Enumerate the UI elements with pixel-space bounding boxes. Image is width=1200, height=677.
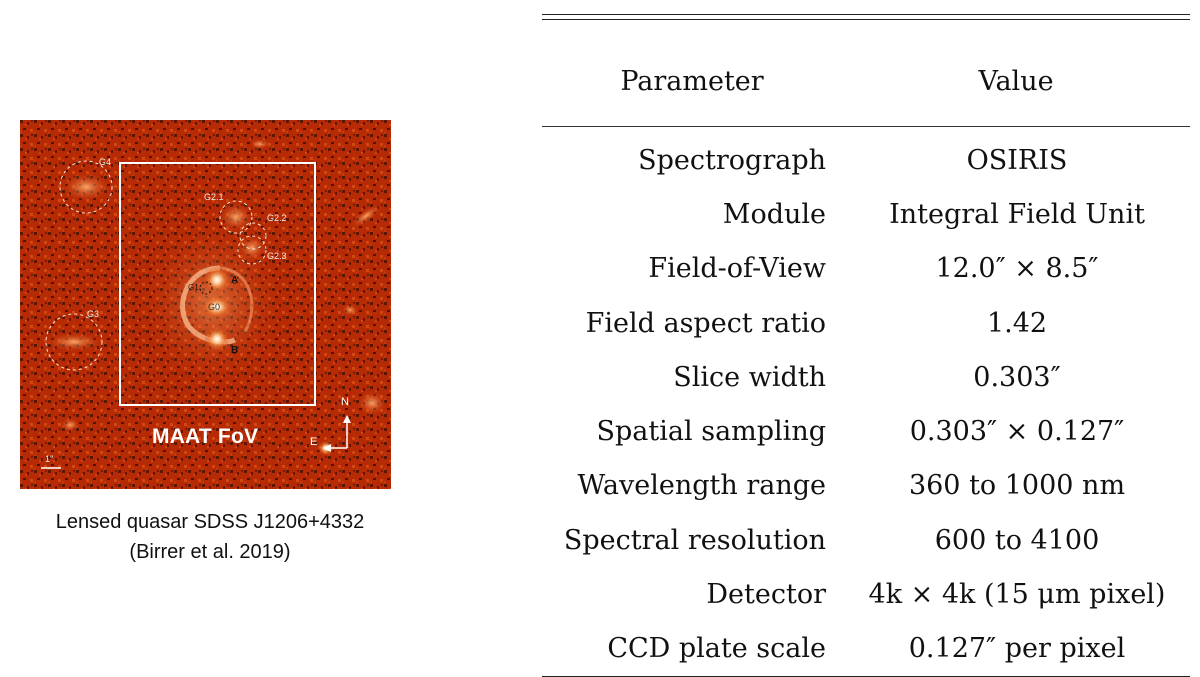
figure-caption: Lensed quasar SDSS J1206+4332 (Birrer et… [0,507,420,567]
maat-fov-label: MAAT FoV [152,425,259,448]
label-a: A [231,275,239,286]
row-parameter: Spatial sampling [596,416,826,448]
row-value: 600 to 4100 [934,524,1100,556]
compass-north-label: N [341,396,349,408]
caption-line-1: Lensed quasar SDSS J1206+4332 [55,511,365,533]
table-header-rule [542,126,1190,127]
lensed-quasar-figure: G4 G2.1 G2.2 G2.3 G1 A G0 G3 B MAAT FoV … [0,0,400,667]
compass-east-label: E [310,436,318,448]
table-row: Spectral resolution 600 to 4100 [542,513,1190,567]
table-top-rule-2 [542,19,1190,20]
label-g1: G1 [188,283,199,292]
row-value: 12.0″ × 8.5″ [935,253,1099,285]
parameter-table: Parameter Value [542,20,1190,126]
row-parameter: Field aspect ratio [585,307,826,339]
table-row: Spatial sampling 0.303″ × 0.127″ [542,404,1190,458]
row-parameter: Slice width [673,361,826,393]
table-row: Field aspect ratio 1.42 [542,296,1190,350]
label-g2-1: G2.1 [204,192,224,202]
row-value: 0.303″ × 0.127″ [909,416,1125,448]
row-parameter: CCD plate scale [607,633,826,665]
row-value: 0.127″ per pixel [908,633,1126,665]
row-value: 360 to 1000 nm [908,470,1126,502]
quasar-image: G4 G2.1 G2.2 G2.3 G1 A G0 G3 B MAAT FoV … [20,120,391,489]
table-row: Wavelength range 360 to 1000 nm [542,459,1190,513]
row-value: 1.42 [986,307,1048,339]
quasar-image-svg [20,120,391,489]
header-parameter: Parameter [620,65,764,97]
row-value: OSIRIS [966,144,1068,176]
label-b: B [231,345,239,356]
parameter-table-body: Spectrograph OSIRIS Module Integral Fiel… [542,127,1190,676]
row-parameter: Detector [706,579,826,611]
table-row: Slice width 0.303″ [542,350,1190,404]
row-parameter: Spectrograph [638,144,826,176]
row-parameter: Wavelength range [577,470,827,502]
label-g2-3: G2.3 [267,251,287,261]
table-row: Field-of-View 12.0″ × 8.5″ [542,242,1190,296]
scale-bar-label: 1" [45,454,54,464]
label-g3: G3 [87,309,100,319]
row-parameter: Spectral resolution [563,524,826,556]
table-row: CCD plate scale 0.127″ per pixel [542,622,1190,676]
header-value: Value [978,65,1054,97]
row-value: 0.303″ [973,361,1061,393]
label-g4: G4 [99,157,112,167]
table-row: Module Integral Field Unit [542,187,1190,241]
table-top-rule [542,14,1190,15]
parameter-table-container: Parameter Value Spectrograph OSIRIS Modu… [542,14,1190,677]
table-row: Detector 4k × 4k (15 μm pixel) [542,567,1190,621]
table-row: Spectrograph OSIRIS [542,127,1190,187]
caption-line-2: (Birrer et al. 2019) [129,541,291,563]
row-value: Integral Field Unit [889,198,1145,230]
row-parameter: Field-of-View [648,253,826,285]
label-g2-2: G2.2 [267,213,287,223]
row-value: 4k × 4k (15 μm pixel) [868,579,1166,611]
row-parameter: Module [722,198,826,230]
label-g0: G0 [208,302,221,312]
table-header-row: Parameter Value [542,20,1190,126]
